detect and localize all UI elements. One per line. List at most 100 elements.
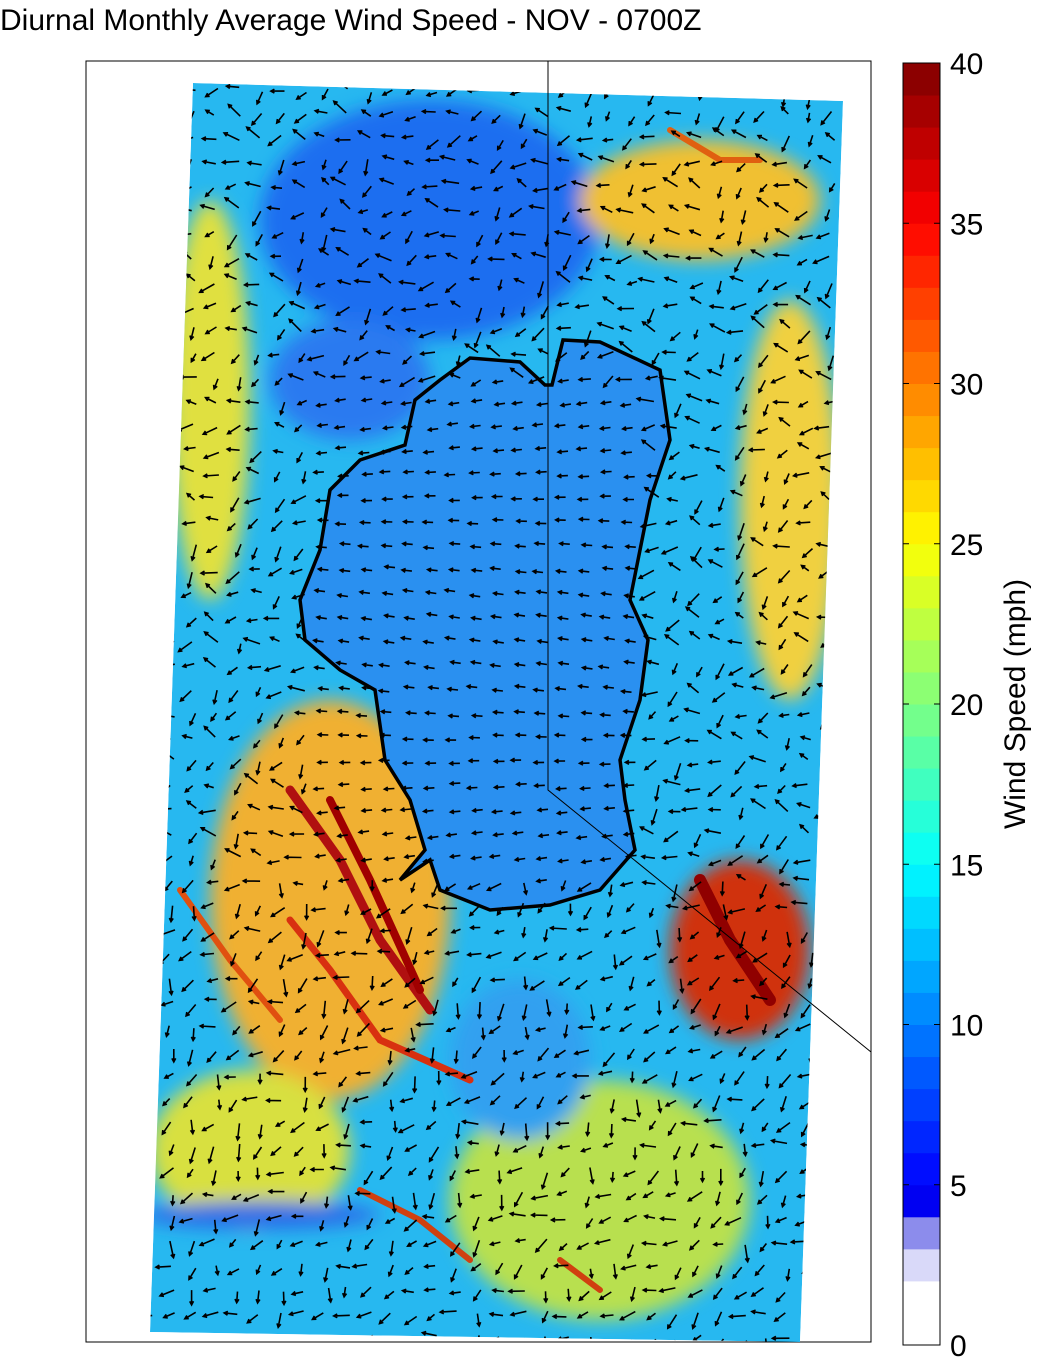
wind-arrow <box>556 615 569 621</box>
wind-arrow <box>235 1170 241 1182</box>
wind-arrow <box>225 446 240 453</box>
wind-arrow <box>335 306 350 316</box>
wind-arrow <box>739 1122 745 1135</box>
wind-arrow <box>795 520 811 526</box>
wind-arrow <box>422 737 434 743</box>
wind-arrow <box>399 635 412 641</box>
wind-arrow <box>662 778 681 786</box>
wind-arrow <box>599 1025 611 1031</box>
wind-arrow <box>306 354 325 362</box>
wind-arrow <box>790 899 808 906</box>
wind-arrow <box>310 328 325 334</box>
wind-arrow <box>188 832 198 845</box>
wind-arrow <box>714 1025 721 1037</box>
wind-arrow <box>470 567 483 573</box>
wind-arrow <box>759 495 765 509</box>
wind-arrow <box>468 734 480 741</box>
wind-arrow <box>510 400 523 406</box>
wind-arrow <box>335 1142 351 1148</box>
wind-arrow <box>341 1096 350 1113</box>
wind-arrow <box>551 1313 567 1320</box>
wind-arrow <box>580 350 590 360</box>
wind-arrow <box>355 1311 372 1319</box>
wind-arrow <box>654 784 660 802</box>
wind-arrow <box>665 619 680 632</box>
wind-arrow <box>358 519 371 526</box>
wind-arrow <box>750 1287 764 1297</box>
wind-arrow <box>378 1312 391 1325</box>
wind-arrow <box>580 542 593 548</box>
wind-arrow <box>383 564 396 570</box>
wind-arrow <box>310 1312 324 1321</box>
wind-arrow <box>734 446 745 461</box>
wind-arrow <box>203 611 214 622</box>
wind-arrow <box>497 279 503 292</box>
wind-arrow <box>299 232 305 245</box>
wind-arrow <box>646 308 655 325</box>
wind-arrow <box>774 1170 788 1184</box>
wind-arrow <box>726 639 743 645</box>
wind-arrow <box>424 760 437 766</box>
wind-arrow <box>274 546 282 563</box>
wind-arrow <box>761 929 768 942</box>
wind-arrow <box>664 110 682 116</box>
wind-arrow <box>635 396 655 403</box>
wind-arrow <box>312 1071 327 1077</box>
wind-arrow <box>763 471 769 483</box>
wind-arrow <box>316 422 328 428</box>
wind-arrow <box>758 183 768 193</box>
wind-arrow <box>512 1144 527 1153</box>
wind-arrow <box>272 448 284 454</box>
wind-arrow <box>689 555 703 569</box>
wind-arrow <box>316 930 325 948</box>
wind-arrow <box>668 955 679 964</box>
wind-arrow <box>620 1116 637 1123</box>
wind-arrow <box>400 567 412 573</box>
wind-arrow <box>523 976 529 991</box>
wind-arrow <box>360 807 373 814</box>
wind-arrow <box>739 1167 746 1179</box>
wind-arrow <box>226 522 236 532</box>
colorbar-tick-label: 35 <box>950 208 983 241</box>
wind-arrow <box>181 979 194 993</box>
wind-arrow <box>359 375 372 381</box>
wind-arrow <box>562 254 572 271</box>
wind-arrow <box>513 683 526 690</box>
wind-arrow <box>231 1193 242 1200</box>
wind-arrow <box>398 376 416 388</box>
wind-arrow <box>460 1071 478 1079</box>
wind-arrow <box>358 589 371 595</box>
wind-arrow <box>765 1215 771 1230</box>
wind-arrow <box>622 1170 636 1178</box>
wind-arrow <box>537 833 550 839</box>
wind-arrow <box>332 100 347 114</box>
wind-arrow <box>603 783 615 789</box>
wind-arrow <box>555 352 568 362</box>
wind-arrow <box>315 615 327 621</box>
wind-arrow <box>775 1121 791 1133</box>
wind-arrow <box>491 590 504 597</box>
wind-arrow <box>719 1073 726 1085</box>
wind-arrow <box>665 903 679 909</box>
wind-arrow <box>509 162 527 170</box>
wind-arrow <box>577 275 593 281</box>
colorbar-tick-label: 30 <box>950 369 983 402</box>
wind-arrow <box>736 163 746 173</box>
wind-arrow <box>226 591 239 597</box>
wind-arrow <box>228 1238 237 1248</box>
colorbar-band <box>903 223 940 256</box>
wind-arrow <box>369 975 375 991</box>
wind-arrow <box>704 446 720 454</box>
wind-arrow <box>268 272 284 282</box>
wind-arrow <box>646 1312 656 1321</box>
wind-arrow <box>358 635 370 641</box>
wind-arrow <box>532 187 548 193</box>
wind-arrow <box>202 1287 216 1293</box>
wind-arrow <box>513 612 526 618</box>
wind-arrow <box>205 515 219 521</box>
wind-arrow <box>562 211 570 224</box>
wind-arrow <box>188 1147 196 1165</box>
wind-arrow <box>511 830 524 836</box>
wind-arrow <box>686 977 700 986</box>
wind-arrow <box>201 159 216 165</box>
